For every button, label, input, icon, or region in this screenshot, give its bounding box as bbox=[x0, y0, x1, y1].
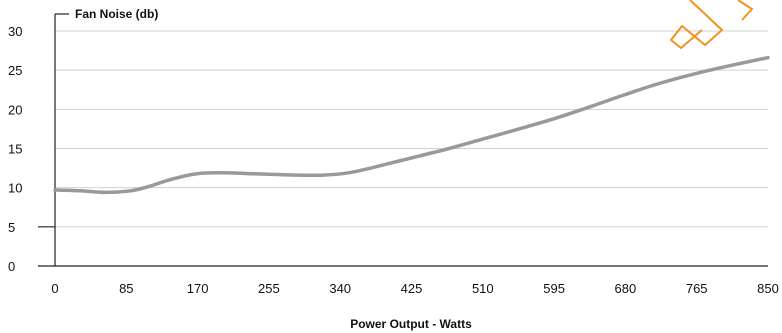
y-tick-label: 20 bbox=[8, 102, 22, 117]
x-tick-label: 850 bbox=[757, 281, 779, 296]
y-axis-title: Fan Noise (db) bbox=[75, 7, 158, 21]
series-group bbox=[53, 55, 770, 195]
axes bbox=[38, 13, 768, 267]
x-tick-label: 595 bbox=[543, 281, 565, 296]
x-tick-label: 510 bbox=[472, 281, 494, 296]
x-tick-label: 255 bbox=[258, 281, 280, 296]
x-tick-label: 340 bbox=[329, 281, 351, 296]
x-tick-label: 170 bbox=[187, 281, 209, 296]
y-tick-label: 10 bbox=[8, 181, 22, 196]
grid-lines bbox=[55, 30, 768, 228]
x-tick-label: 680 bbox=[615, 281, 637, 296]
x-tick-labels: 0 85 170 255 340 425 510 595 680 765 850 bbox=[51, 281, 778, 296]
x-tick-label: 85 bbox=[119, 281, 133, 296]
x-tick-label: 765 bbox=[686, 281, 708, 296]
y-tick-label: 15 bbox=[8, 142, 22, 157]
y-tick-label: 0 bbox=[8, 259, 15, 274]
decorative-outline-graphic bbox=[670, 0, 753, 49]
x-tick-label: 425 bbox=[401, 281, 423, 296]
y-tick-labels: 0 5 10 15 20 25 30 bbox=[8, 24, 22, 274]
y-tick-label: 30 bbox=[8, 24, 22, 39]
x-tick-label: 0 bbox=[51, 281, 58, 296]
x-axis-title: Power Output - Watts bbox=[350, 317, 472, 331]
y-tick-label: 5 bbox=[8, 220, 15, 235]
y-tick-label: 25 bbox=[8, 63, 22, 78]
series-line bbox=[53, 55, 770, 195]
